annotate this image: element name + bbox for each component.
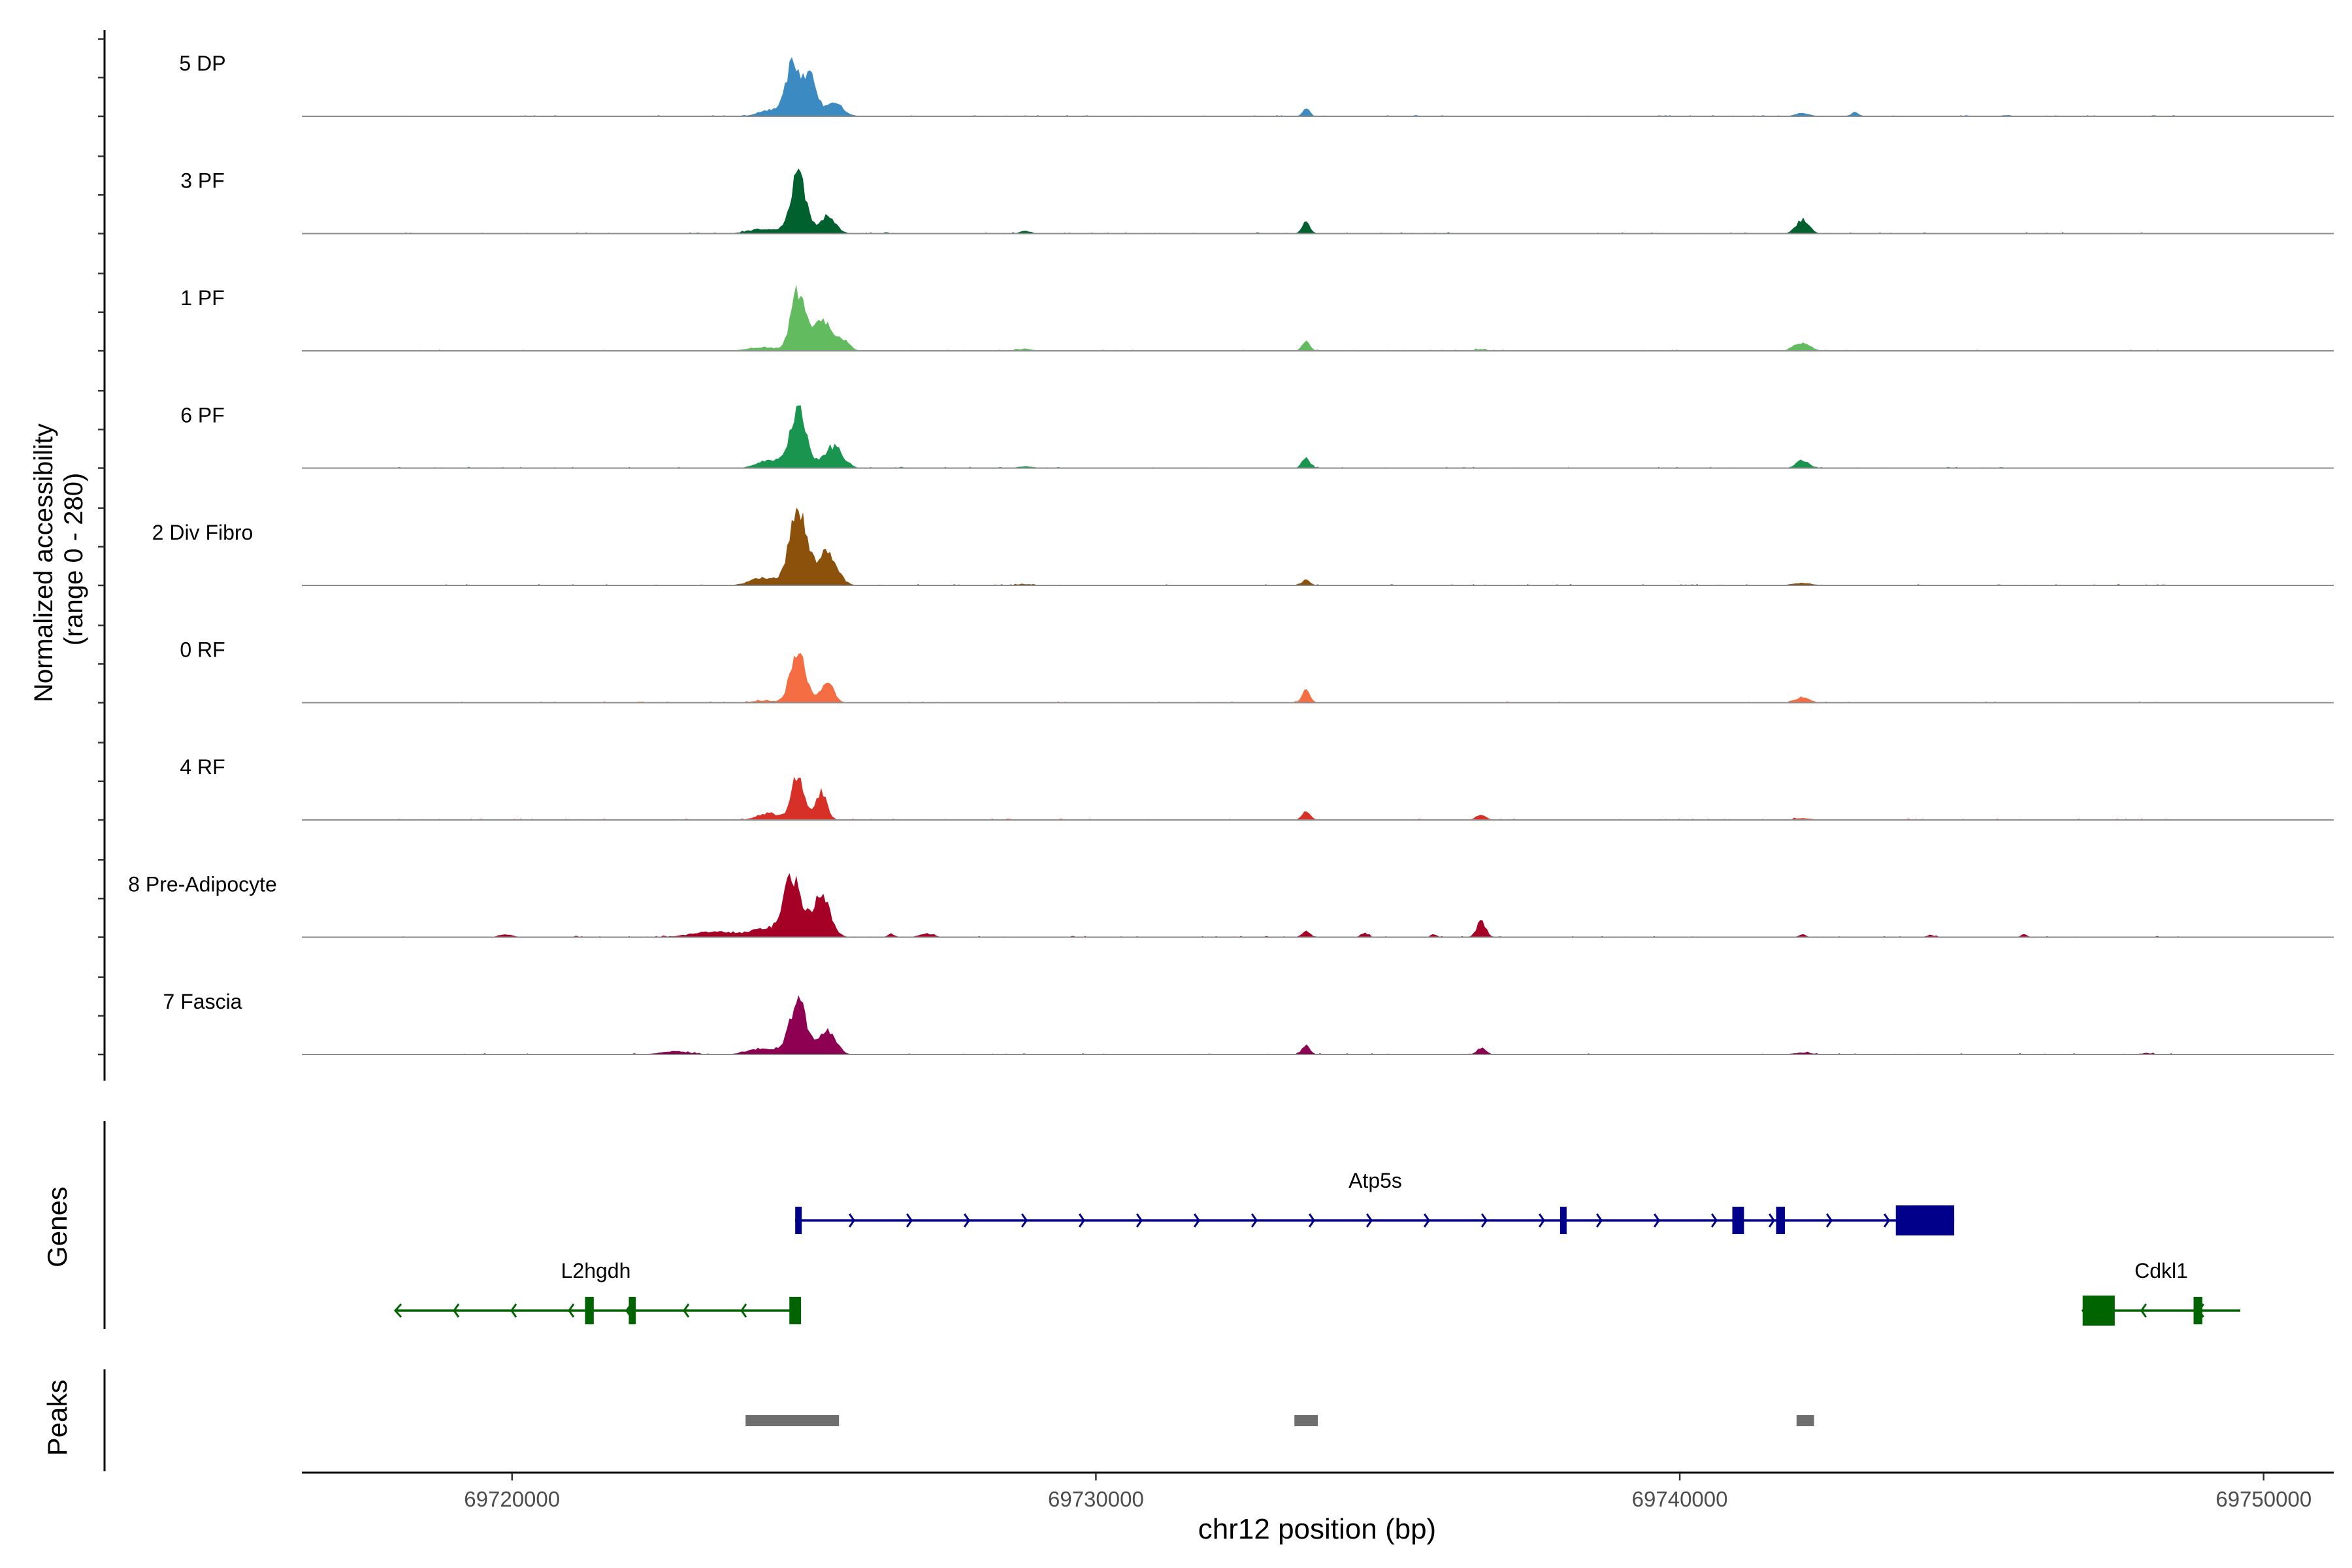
strand-arrow [1538, 1213, 1545, 1228]
strand-arrow [1021, 1213, 1028, 1228]
track-3-pf: 3 PF [180, 168, 2334, 235]
y-axis-title-line2: (range 0 - 280) [59, 473, 88, 646]
strand-arrow [1480, 1213, 1488, 1228]
strand-arrow [1825, 1213, 1833, 1228]
gene-track: Atp5s L2hgdh Cdkl1 [103, 1121, 2241, 1329]
coverage-area [302, 776, 2334, 820]
exon [585, 1297, 594, 1324]
strand-arrow [1768, 1213, 1775, 1228]
y-axis-title-line1: Normalized accessibility [29, 423, 58, 702]
track-0-rf: 0 RF [180, 638, 2334, 704]
strand-arrow [453, 1303, 460, 1318]
peak-track [103, 1369, 1814, 1471]
exon [1732, 1207, 1744, 1234]
strand-arrow [848, 1213, 855, 1228]
track-8-pre-adipocyte: 8 Pre-Adipocyte [128, 873, 2334, 938]
track-label: 4 RF [180, 755, 225, 779]
exon [1895, 1205, 1955, 1235]
x-tick-label: 69750000 [2215, 1487, 2311, 1511]
strand-arrow [510, 1303, 517, 1318]
strand-arrow [1365, 1213, 1373, 1228]
coverage-area [302, 873, 2334, 938]
gene-atp5s: Atp5s [795, 1169, 1955, 1235]
peak-region [1796, 1415, 1814, 1426]
strand-arrow [963, 1213, 970, 1228]
strand-arrow [1250, 1213, 1258, 1228]
strand-arrow [2140, 1303, 2147, 1318]
coverage-area [302, 653, 2334, 703]
strand-arrow [1883, 1213, 1890, 1228]
track-label: 2 Div Fibro [152, 521, 253, 544]
track-label: 7 Fascia [163, 990, 242, 1013]
coverage-area [302, 405, 2334, 468]
track-label: 5 DP [179, 52, 225, 75]
strand-arrow [1078, 1213, 1085, 1228]
x-tick-label: 69740000 [1632, 1487, 1728, 1511]
x-tick-label: 69720000 [464, 1487, 560, 1511]
x-tick-label: 69730000 [1048, 1487, 1144, 1511]
strand-arrow [906, 1213, 913, 1228]
y-axis-title: Normalized accessibility (range 0 - 280) [29, 416, 88, 702]
coverage-area [302, 57, 2334, 116]
coverage-area [302, 508, 2334, 585]
track-7-fascia: 7 Fascia [163, 990, 2334, 1055]
gene-label: L2hgdh [561, 1259, 631, 1282]
strand-arrow [1423, 1213, 1430, 1228]
gene-cdkl1: Cdkl1 [2081, 1259, 2241, 1326]
coverage-area [302, 168, 2334, 234]
exon [2082, 1296, 2115, 1326]
strand-arrow [568, 1303, 575, 1318]
strand-arrow [1193, 1213, 1200, 1228]
track-2-div-fibro: 2 Div Fibro [152, 508, 2334, 586]
strand-arrow [1653, 1213, 1660, 1228]
track-4-rf: 4 RF [180, 755, 2334, 821]
track-label: 3 PF [180, 169, 225, 193]
strand-arrow [740, 1303, 747, 1318]
coverage-axis [98, 30, 106, 1081]
strand-arrow [1308, 1213, 1315, 1228]
x-axis-title: chr12 position (bp) [1198, 1513, 1436, 1545]
exon [2193, 1297, 2202, 1324]
gene-l2hgdh: L2hgdh [393, 1259, 802, 1324]
track-label: 0 RF [180, 638, 225, 662]
track-label: 6 PF [180, 404, 225, 427]
exon [1560, 1207, 1567, 1234]
track-label: 8 Pre-Adipocyte [128, 873, 277, 896]
peak-region [1294, 1415, 1318, 1426]
peak-track-label: Peaks [42, 1380, 73, 1456]
exon [789, 1297, 802, 1324]
track-6-pf: 6 PF [180, 404, 2334, 469]
exon [629, 1297, 636, 1324]
exon [795, 1207, 802, 1234]
exon [1776, 1207, 1785, 1234]
track-5-dp: 5 DP [179, 52, 2334, 117]
track-1-pf: 1 PF [180, 284, 2334, 351]
coverage-area [302, 995, 2334, 1054]
coverage-area [302, 284, 2334, 351]
gene-track-label: Genes [42, 1186, 73, 1267]
peak-region [745, 1415, 840, 1426]
gene-label: Cdkl1 [2134, 1259, 2188, 1282]
track-label: 1 PF [180, 286, 225, 310]
strand-arrow [393, 1303, 402, 1318]
gene-label: Atp5s [1348, 1169, 1402, 1192]
strand-arrow [1135, 1213, 1143, 1228]
x-axis: 69720000 69730000 69740000 69750000 [302, 1471, 2334, 1511]
strand-arrow [683, 1303, 690, 1318]
strand-arrow [1595, 1213, 1603, 1228]
coverage-tracks: 5 DP 3 PF 1 PF 6 PF 2 Div Fibro 0 RF 4 RF 8 Pre… [128, 52, 2334, 1055]
strand-arrow [1710, 1213, 1718, 1228]
